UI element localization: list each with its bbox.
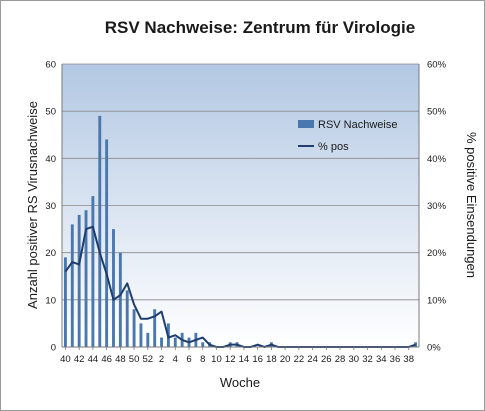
legend-bar-swatch	[298, 120, 314, 128]
y-right-tick-label: 20%	[427, 248, 447, 259]
legend-line-label: % pos	[318, 141, 349, 153]
x-tick-label: 4	[173, 354, 178, 365]
bar	[77, 214, 81, 347]
right-axis-ticks: 0% 10% 20% 30% 40% 50% 60%	[427, 60, 447, 354]
y-axis-left-title: Anzahl positiver RS Virusnachweise	[25, 101, 40, 309]
bar	[118, 252, 122, 347]
bar	[153, 309, 157, 347]
axes	[61, 64, 420, 348]
y-left-tick-label: 60	[45, 60, 56, 71]
y-right-tick-label: 60%	[427, 60, 447, 71]
y-left-tick-label: 30	[45, 201, 56, 212]
bar	[112, 229, 115, 347]
y-right-tick-label: 50%	[427, 107, 447, 118]
x-tick-label: 18	[266, 354, 277, 365]
x-axis-title: Woche	[220, 375, 260, 390]
x-tick-label: 46	[101, 354, 112, 365]
bar	[63, 257, 67, 347]
x-tick-label: 38	[403, 354, 414, 365]
x-tick-label: 8	[200, 354, 205, 365]
y-left-tick-label: 50	[45, 107, 56, 118]
bar	[173, 337, 177, 347]
x-tick-label: 42	[74, 354, 85, 365]
x-tick-label: 48	[115, 354, 126, 365]
bar	[98, 115, 102, 347]
bar	[146, 332, 150, 347]
bar-series	[63, 115, 418, 347]
x-tick-label: 20	[280, 354, 291, 365]
left-axis-ticks: 0 10 20 30 40 50 60	[45, 60, 56, 354]
x-tick-label: 30	[348, 354, 359, 365]
y-axis-right-title: % positive Einsendungen	[464, 132, 479, 278]
x-tick-label: 44	[88, 354, 99, 365]
bar	[201, 342, 205, 347]
y-left-tick-label: 10	[45, 295, 56, 306]
x-tick-label: 10	[211, 354, 222, 365]
x-tick-label: 16	[252, 354, 263, 365]
x-tick-label: 26	[321, 354, 332, 365]
bar	[91, 196, 95, 347]
x-tick-label: 6	[186, 354, 191, 365]
x-tick-label: 32	[362, 354, 373, 365]
bar	[70, 224, 74, 347]
x-tick-label: 34	[376, 354, 387, 365]
x-tick-label: 22	[294, 354, 305, 365]
y-right-tick-label: 10%	[427, 295, 447, 306]
x-axis-ticks: 40 42 44 46 48 50 52 2 4 6 8 10 12 14 16 18 20 22 24 26 28 30…	[60, 347, 414, 365]
x-tick-label: 52	[143, 354, 154, 365]
y-left-tick-label: 20	[45, 248, 56, 259]
bar	[160, 337, 163, 347]
bar	[105, 139, 109, 347]
chart-title: RSV Nachweise: Zentrum für Virologie	[105, 18, 415, 37]
y-right-tick-label: 30%	[427, 201, 447, 212]
x-tick-label: 28	[335, 354, 346, 365]
y-left-tick-label: 0	[51, 343, 56, 354]
bar	[132, 309, 136, 347]
legend-bar-label: RSV Nachweise	[318, 119, 397, 131]
x-tick-label: 24	[307, 354, 318, 365]
y-right-tick-label: 40%	[427, 154, 447, 165]
bar	[84, 210, 88, 347]
x-tick-label: 2	[159, 354, 164, 365]
bar	[125, 290, 129, 347]
legend: RSV Nachweise % pos	[298, 119, 397, 153]
x-tick-label: 40	[60, 354, 71, 365]
y-right-tick-label: 0%	[427, 343, 441, 354]
y-left-tick-label: 40	[45, 154, 56, 165]
x-tick-label: 50	[129, 354, 140, 365]
x-tick-label: 14	[239, 354, 250, 365]
x-tick-label: 36	[390, 354, 401, 365]
bar	[139, 323, 143, 347]
x-tick-label: 12	[225, 354, 236, 365]
